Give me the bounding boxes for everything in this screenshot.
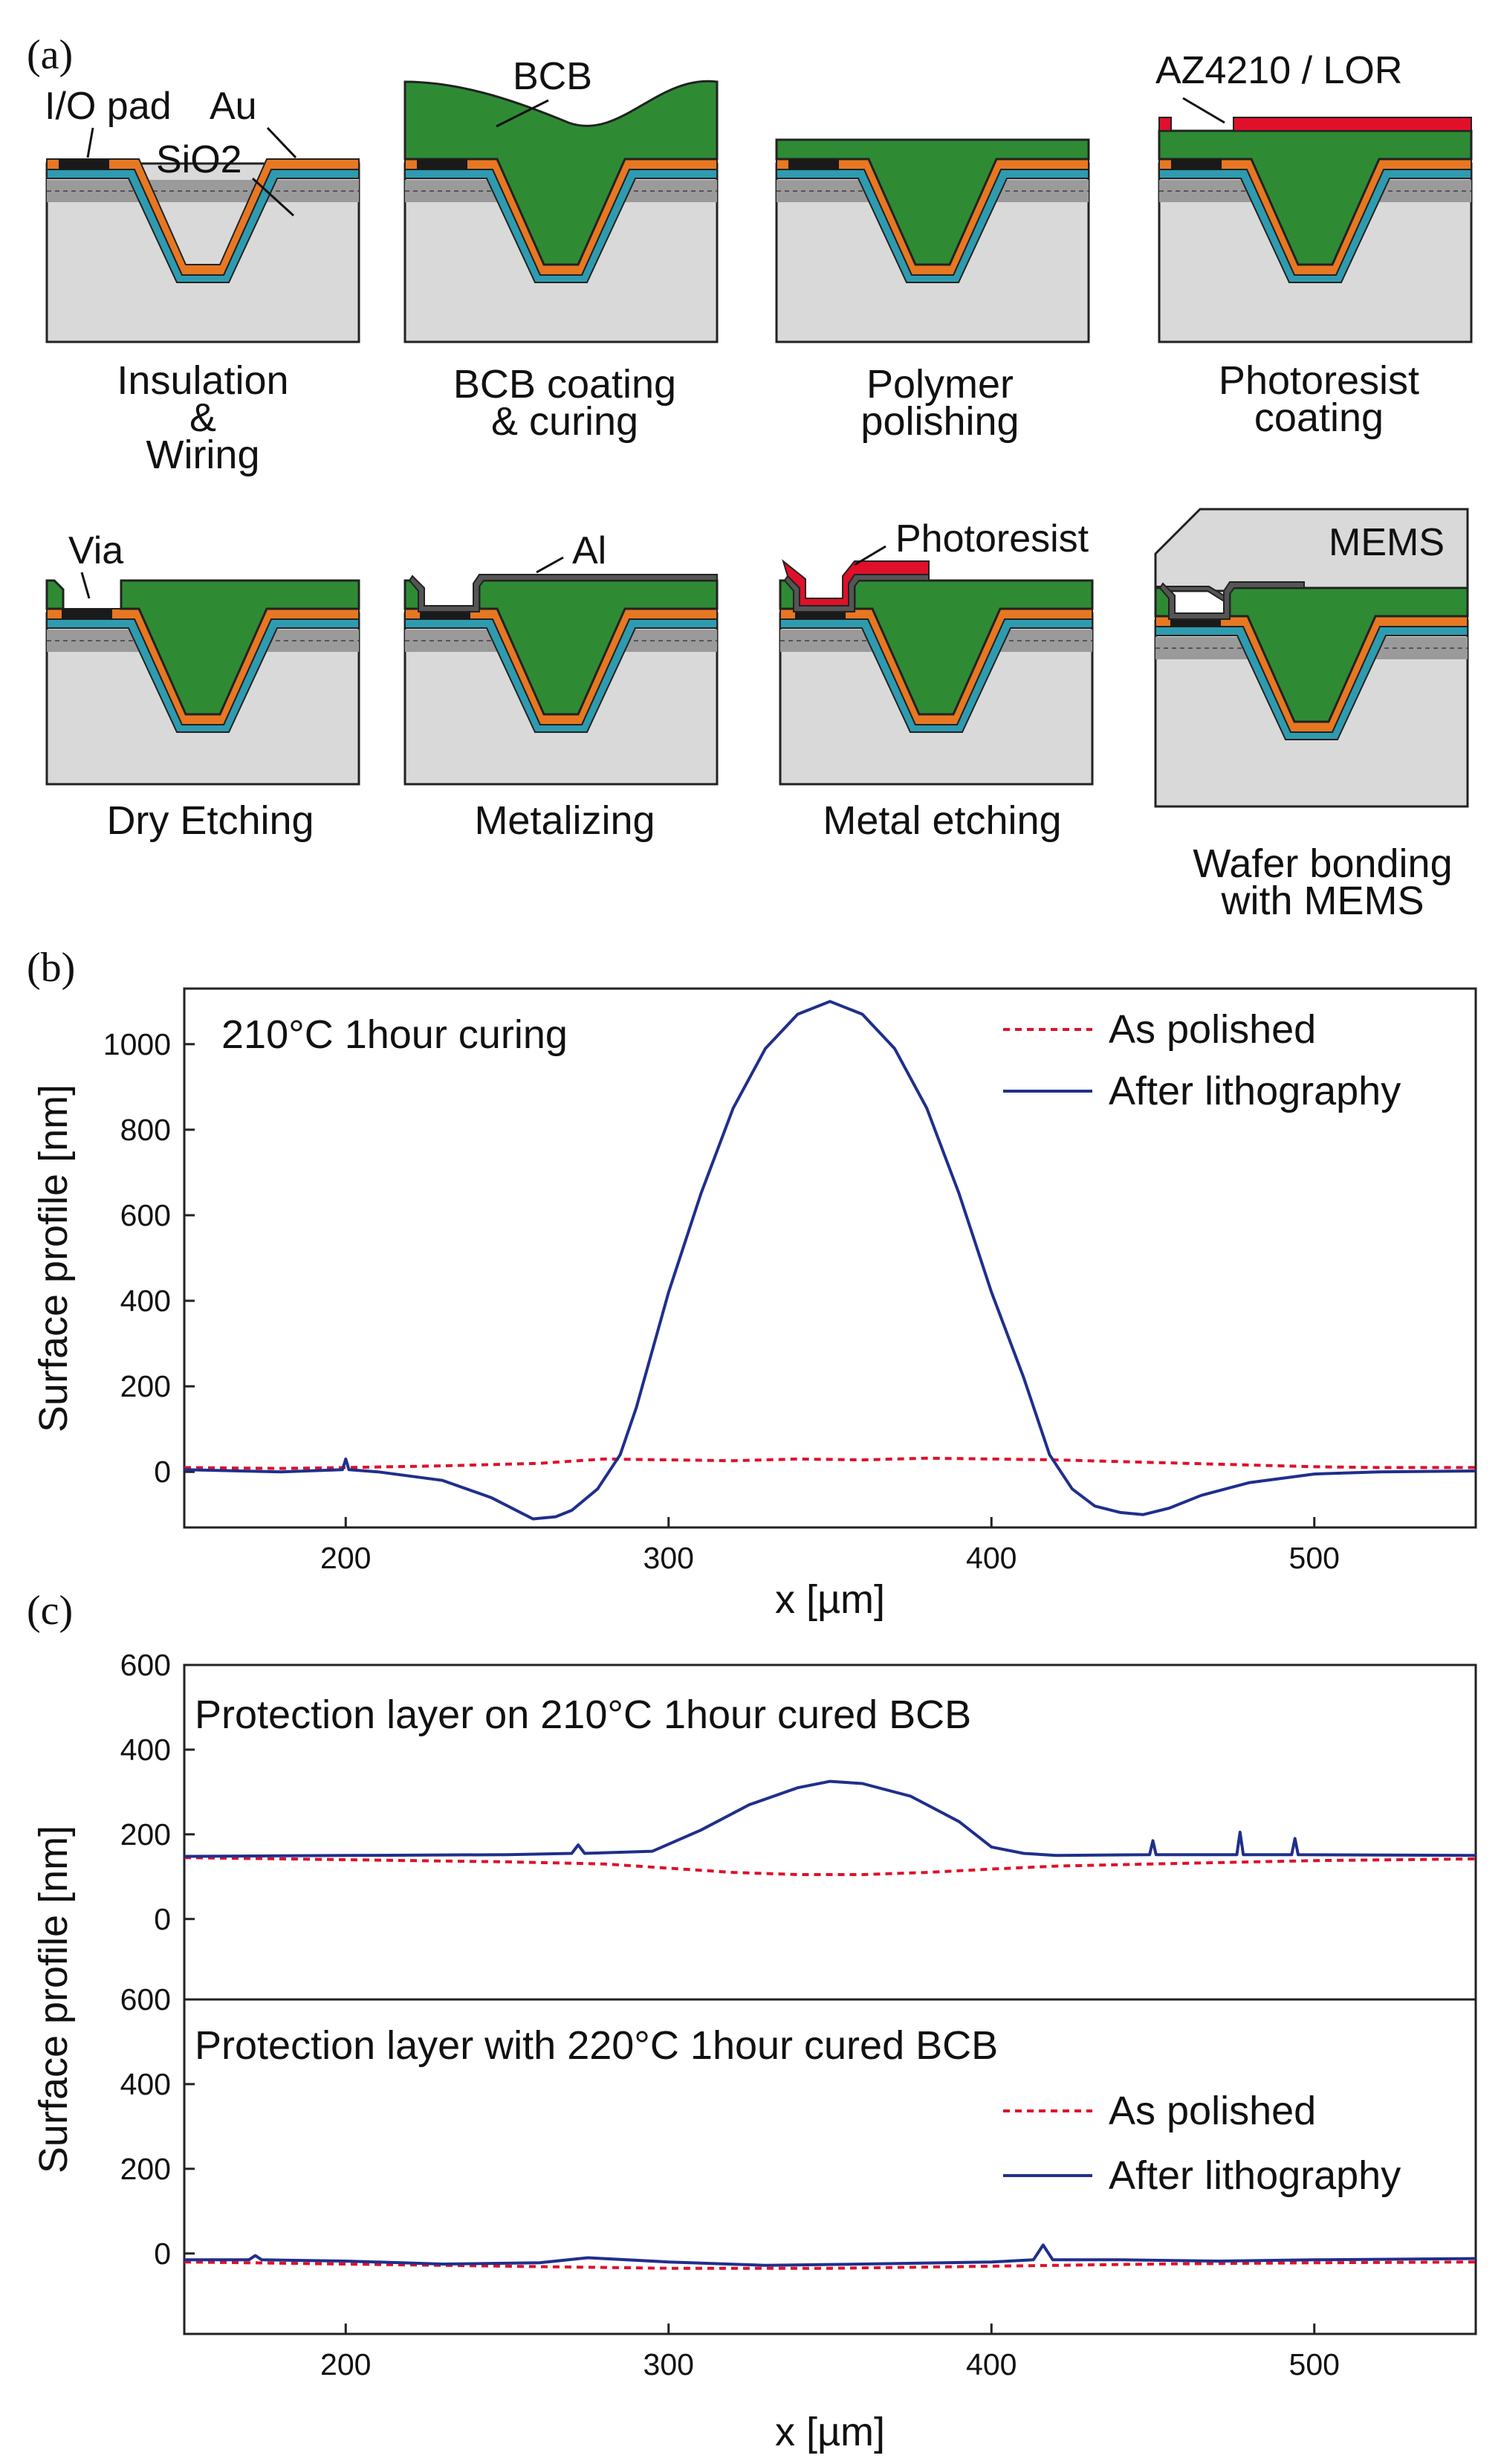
series-line-after-lithography bbox=[184, 2243, 1476, 2267]
legend-label-after-litho: After lithography bbox=[1109, 1069, 1401, 1113]
step-caption: Polymer bbox=[866, 362, 1014, 407]
series-line-as-polished bbox=[184, 1456, 1476, 1470]
step-caption: BCB coating bbox=[453, 362, 676, 407]
y-tick-label: 400 bbox=[120, 1284, 171, 1318]
annotation-mems: MEMS bbox=[1329, 521, 1445, 564]
legend-label-as-polished: As polished bbox=[1109, 2089, 1316, 2133]
step-caption: polishing bbox=[860, 399, 1019, 444]
process-step-metalizing bbox=[403, 574, 719, 786]
plot-frame bbox=[183, 1998, 1477, 2335]
process-step-wafer-bonding: MEMS bbox=[1154, 508, 1469, 808]
chart-c-top: Protection layer on 210°C 1hour cured BC… bbox=[120, 1648, 1477, 2001]
step-caption: & curing bbox=[491, 399, 638, 444]
step-caption: Dry Etching bbox=[106, 798, 314, 843]
y-tick-label: 800 bbox=[120, 1113, 171, 1147]
step-caption: & bbox=[189, 395, 216, 440]
series-line-after-lithography bbox=[184, 1779, 1476, 1858]
step-caption: with MEMS bbox=[1220, 879, 1424, 923]
annotation-io-pad: I/O pad bbox=[45, 85, 172, 128]
panel-label-a: (a) bbox=[27, 32, 73, 78]
annotation-al: Al bbox=[572, 529, 606, 572]
cross-section bbox=[46, 158, 360, 305]
x-axis-label: x [µm] bbox=[775, 2410, 885, 2454]
x-tick-label: 400 bbox=[966, 1541, 1017, 1575]
step-caption: coating bbox=[1254, 395, 1384, 440]
x-tick-label: 200 bbox=[320, 2347, 371, 2381]
legend-label-after-litho: After lithography bbox=[1109, 2153, 1401, 2198]
step-caption: Metalizing bbox=[474, 798, 655, 843]
series-line-as-polished bbox=[184, 1856, 1476, 1876]
process-step-polishing bbox=[775, 138, 1090, 343]
step-caption: Wafer bonding bbox=[1193, 841, 1452, 886]
y-tick-label: 400 bbox=[120, 1733, 171, 1767]
chart-title: 210°C 1hour curing bbox=[221, 1012, 568, 1057]
series-line-as-polished bbox=[184, 2260, 1476, 2270]
panel-label-c: (c) bbox=[27, 1588, 73, 1634]
series-line-after-lithography bbox=[184, 1000, 1476, 1521]
y-tick-label: 0 bbox=[154, 1455, 171, 1489]
process-step-metal-etching bbox=[779, 559, 1094, 786]
x-tick-label: 200 bbox=[320, 1541, 371, 1575]
annotation-photoresist: Photoresist bbox=[895, 517, 1089, 560]
annotation-via: Via bbox=[68, 529, 123, 572]
y-tick-label: 0 bbox=[154, 1902, 171, 1936]
process-step-photoresist bbox=[1158, 117, 1473, 343]
y-tick-label: 0 bbox=[154, 2237, 171, 2271]
legend: As polished After lithography bbox=[1003, 1007, 1401, 1113]
y-axis-label: Surface profile [nm] bbox=[31, 1826, 76, 2173]
x-tick-label: 300 bbox=[643, 1541, 694, 1575]
chart-c-bottom: Protection layer with 220°C 1hour cured … bbox=[120, 1982, 1477, 2454]
y-axis-label: Surface profile [nm] bbox=[31, 1084, 76, 1432]
chart-title: Protection layer on 210°C 1hour cured BC… bbox=[195, 1692, 971, 1737]
step-caption: Wiring bbox=[146, 433, 259, 477]
step-caption: Photoresist bbox=[1219, 358, 1419, 403]
y-tick-label: 600 bbox=[120, 1648, 171, 1682]
panel-label-b: (b) bbox=[27, 945, 75, 991]
x-tick-label: 400 bbox=[966, 2347, 1017, 2381]
y-tick-label: 400 bbox=[120, 2067, 171, 2101]
y-tick-label: 200 bbox=[120, 1817, 171, 1852]
process-step-dry-etching bbox=[45, 579, 360, 786]
x-tick-label: 500 bbox=[1289, 2347, 1340, 2381]
annotation-au: Au bbox=[210, 85, 257, 128]
annotation-bcb: BCB bbox=[513, 55, 592, 98]
y-tick-label: 200 bbox=[120, 1369, 171, 1403]
step-caption: Insulation bbox=[117, 358, 288, 403]
chart-title: Protection layer with 220°C 1hour cured … bbox=[195, 2023, 998, 2068]
y-tick-label: 200 bbox=[120, 2152, 171, 2186]
legend: As polished After lithography bbox=[1003, 2089, 1401, 2198]
x-tick-label: 500 bbox=[1289, 1541, 1340, 1575]
y-tick-label: 600 bbox=[120, 1198, 171, 1232]
legend-label-as-polished: As polished bbox=[1109, 1007, 1316, 1052]
process-step-bcb-coating bbox=[403, 80, 719, 343]
chart-b: 210°C 1hour curing Surface profile [nm] … bbox=[31, 987, 1477, 1622]
step-caption: Metal etching bbox=[823, 798, 1061, 843]
annotation-sio2: SiO2 bbox=[156, 138, 242, 181]
process-step-insulation bbox=[45, 158, 360, 343]
plot-frame bbox=[183, 987, 1477, 1529]
annotation-az4210: AZ4210 / LOR bbox=[1155, 49, 1402, 92]
x-axis-label: x [µm] bbox=[775, 1577, 885, 1622]
x-tick-label: 300 bbox=[643, 2347, 694, 2381]
y-tick-label: 600 bbox=[120, 1982, 171, 2017]
y-tick-label: 1000 bbox=[103, 1027, 171, 1061]
